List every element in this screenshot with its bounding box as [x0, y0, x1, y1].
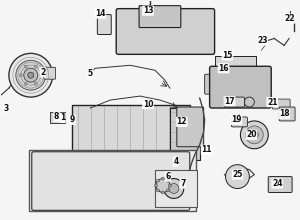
Text: 25: 25 — [232, 170, 243, 179]
Text: 1: 1 — [60, 114, 65, 123]
Bar — [105, 106, 123, 114]
Text: 21: 21 — [267, 97, 278, 106]
Bar — [154, 13, 166, 50]
Bar — [130, 106, 148, 114]
Text: 16: 16 — [218, 64, 229, 73]
Circle shape — [24, 68, 38, 82]
FancyBboxPatch shape — [205, 74, 214, 94]
Bar — [122, 13, 134, 50]
Text: 5: 5 — [88, 69, 93, 78]
Bar — [155, 106, 173, 114]
Bar — [138, 13, 150, 50]
Circle shape — [154, 184, 158, 187]
Circle shape — [250, 131, 258, 139]
Circle shape — [24, 82, 27, 85]
Circle shape — [157, 179, 160, 182]
FancyBboxPatch shape — [268, 177, 292, 192]
Text: 10: 10 — [143, 99, 153, 108]
Text: 11: 11 — [201, 145, 212, 154]
FancyBboxPatch shape — [44, 67, 56, 79]
FancyBboxPatch shape — [32, 152, 190, 210]
Circle shape — [156, 179, 170, 192]
Text: 17: 17 — [224, 97, 235, 106]
Circle shape — [161, 191, 164, 194]
FancyBboxPatch shape — [139, 6, 181, 28]
FancyBboxPatch shape — [50, 112, 65, 123]
Circle shape — [226, 165, 249, 189]
Circle shape — [9, 53, 52, 97]
FancyBboxPatch shape — [214, 56, 256, 68]
FancyBboxPatch shape — [224, 97, 244, 107]
Text: 19: 19 — [231, 116, 242, 125]
Text: 20: 20 — [246, 130, 256, 139]
Bar — [170, 13, 182, 50]
Circle shape — [34, 65, 37, 68]
Circle shape — [157, 189, 160, 192]
Circle shape — [240, 121, 268, 149]
Circle shape — [19, 74, 22, 77]
Circle shape — [244, 97, 254, 107]
Text: 14: 14 — [95, 9, 106, 18]
FancyBboxPatch shape — [116, 9, 214, 54]
Text: 15: 15 — [222, 51, 233, 60]
Text: 13: 13 — [143, 6, 153, 15]
Text: 24: 24 — [272, 179, 282, 188]
Circle shape — [164, 179, 184, 198]
Text: 22: 22 — [285, 14, 296, 23]
Circle shape — [166, 189, 169, 192]
Text: 23: 23 — [257, 36, 268, 45]
Bar — [186, 13, 198, 50]
Text: 4: 4 — [173, 157, 178, 166]
Text: 3: 3 — [3, 104, 8, 112]
Bar — [29, 150, 196, 211]
Circle shape — [28, 72, 34, 78]
FancyBboxPatch shape — [210, 66, 271, 108]
Bar — [80, 106, 98, 114]
Circle shape — [245, 126, 263, 144]
FancyBboxPatch shape — [272, 99, 290, 109]
Circle shape — [24, 65, 27, 68]
Circle shape — [166, 179, 169, 182]
Text: 9: 9 — [70, 116, 75, 125]
Text: 8: 8 — [54, 112, 59, 121]
Circle shape — [161, 177, 164, 180]
Text: 12: 12 — [176, 117, 187, 126]
Text: 2: 2 — [40, 68, 45, 77]
FancyBboxPatch shape — [232, 117, 247, 127]
FancyBboxPatch shape — [279, 107, 295, 121]
Circle shape — [168, 184, 171, 187]
FancyBboxPatch shape — [73, 105, 190, 160]
FancyBboxPatch shape — [170, 108, 200, 160]
Text: 7: 7 — [180, 179, 185, 188]
FancyBboxPatch shape — [177, 107, 204, 147]
Circle shape — [16, 60, 46, 90]
Bar — [155, 170, 197, 207]
Circle shape — [169, 183, 179, 193]
Circle shape — [34, 82, 37, 85]
Text: 18: 18 — [279, 110, 289, 119]
Circle shape — [39, 74, 42, 77]
FancyBboxPatch shape — [97, 15, 111, 35]
Text: 6: 6 — [165, 172, 170, 181]
